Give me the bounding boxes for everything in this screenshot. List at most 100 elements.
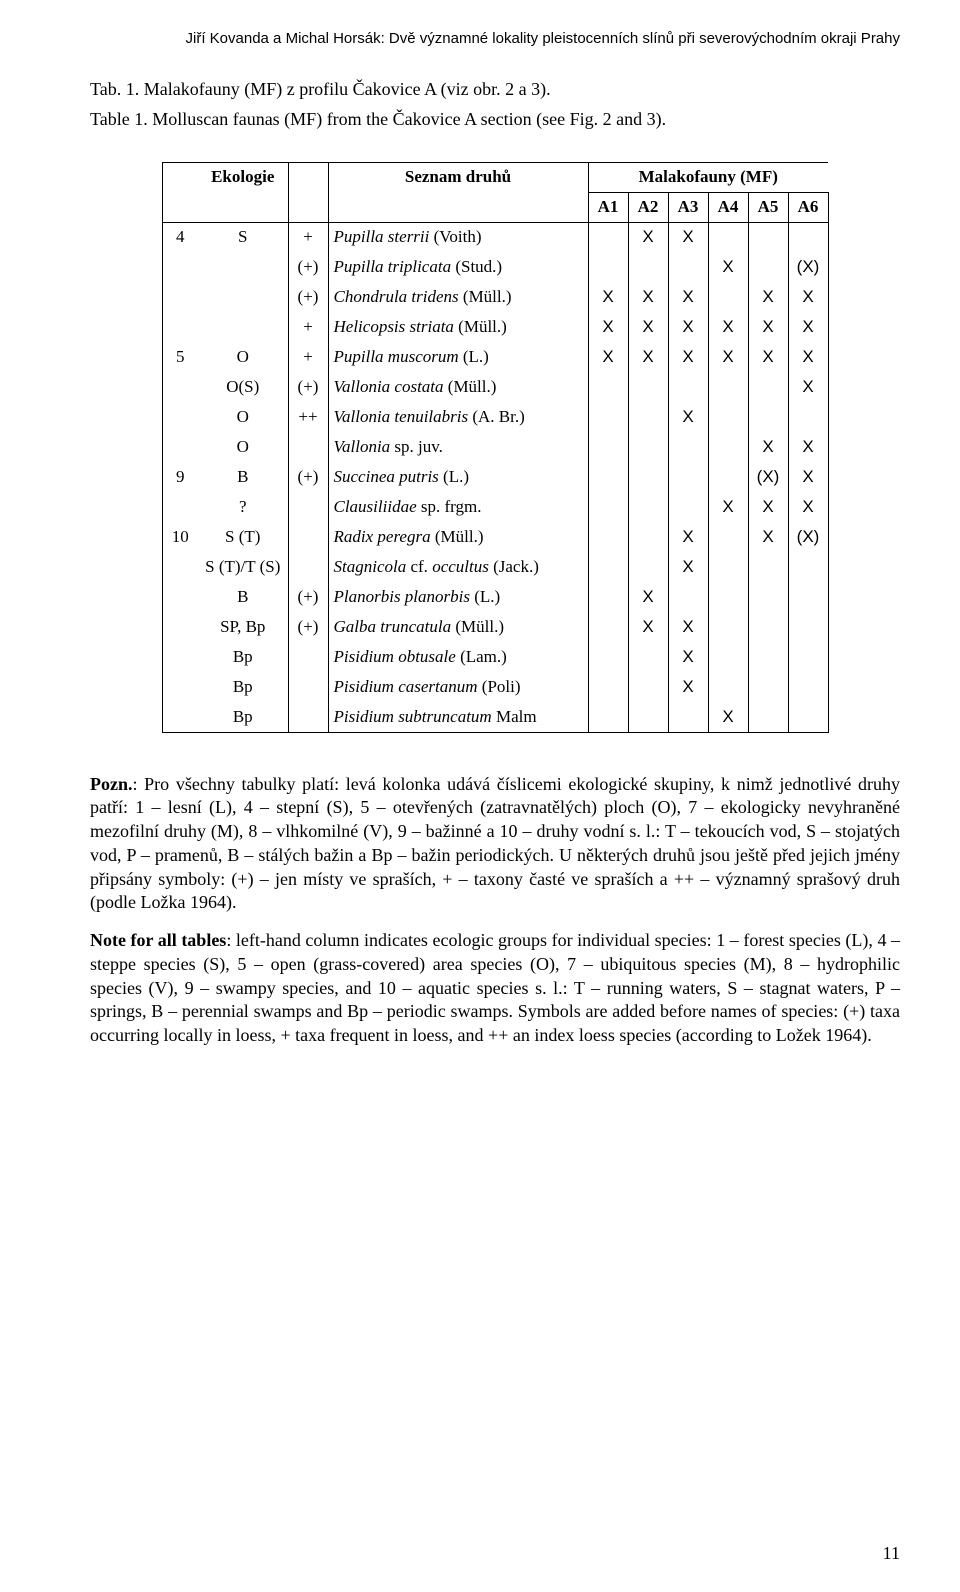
table-header-row: Ekologie Seznam druhů Malakofauny (MF): [162, 162, 828, 192]
hdr-blank: [288, 162, 328, 192]
mf-cell: [668, 492, 708, 522]
eco-code: B: [198, 582, 288, 612]
freq-symbol: [288, 672, 328, 702]
eco-code: O: [198, 432, 288, 462]
mf-cell: [708, 612, 748, 642]
mf-cell: X: [628, 282, 668, 312]
eco-code: Bp: [198, 642, 288, 672]
freq-symbol: +: [288, 342, 328, 372]
species-name: Stagnicola cf. occultus (Jack.): [328, 552, 588, 582]
species-name: Pisidium casertanum (Poli): [328, 672, 588, 702]
mf-cell: X: [628, 612, 668, 642]
freq-symbol: [288, 492, 328, 522]
mf-cell: [628, 432, 668, 462]
hdr-mf: Malakofauny (MF): [588, 162, 828, 192]
eco-group: [162, 672, 198, 702]
table-row: ?Clausiliidae sp. frgm.XXX: [162, 492, 828, 522]
mf-cell: [788, 402, 828, 432]
mf-cell: [788, 612, 828, 642]
freq-symbol: (+): [288, 282, 328, 312]
mf-cell: [588, 402, 628, 432]
mf-cell: X: [668, 282, 708, 312]
mf-cell: (X): [788, 252, 828, 282]
species-name: Chondrula tridens (Müll.): [328, 282, 588, 312]
eco-code: ?: [198, 492, 288, 522]
eco-group: [162, 432, 198, 462]
mf-cell: X: [748, 432, 788, 462]
note-label: Note for all tables: [90, 930, 226, 950]
page: Jiří Kovanda a Michal Horsák: Dvě význam…: [0, 0, 960, 1592]
mf-cell: [628, 642, 668, 672]
species-name: Helicopsis striata (Müll.): [328, 312, 588, 342]
mf-cell: X: [788, 312, 828, 342]
mf-cell: [708, 432, 748, 462]
eco-group: [162, 492, 198, 522]
eco-group: [162, 282, 198, 312]
mf-cell: X: [668, 522, 708, 552]
table-row: 10S (T)Radix peregra (Müll.)XX(X): [162, 522, 828, 552]
freq-symbol: [288, 552, 328, 582]
mf-cell: [748, 612, 788, 642]
col-a6: A6: [788, 192, 828, 222]
mf-cell: X: [788, 372, 828, 402]
eco-group: 5: [162, 342, 198, 372]
mf-cell: [588, 642, 628, 672]
freq-symbol: +: [288, 312, 328, 342]
eco-code: S (T): [198, 522, 288, 552]
table-row: 5O+Pupilla muscorum (L.)XXXXXX: [162, 342, 828, 372]
col-a1: A1: [588, 192, 628, 222]
freq-symbol: (+): [288, 252, 328, 282]
caption-en: Table 1. Molluscan faunas (MF) from the …: [90, 107, 900, 131]
mf-cell: [788, 702, 828, 732]
mf-cell: X: [588, 342, 628, 372]
table-subheader-row: A1 A2 A3 A4 A5 A6: [162, 192, 828, 222]
eco-group: [162, 552, 198, 582]
mf-cell: X: [588, 312, 628, 342]
species-name: Planorbis planorbis (L.): [328, 582, 588, 612]
mf-cell: [628, 372, 668, 402]
mf-cell: [668, 582, 708, 612]
eco-group: [162, 252, 198, 282]
species-name: Galba truncatula (Müll.): [328, 612, 588, 642]
eco-group: 9: [162, 462, 198, 492]
mf-cell: X: [708, 492, 748, 522]
eco-code: O(S): [198, 372, 288, 402]
table-row: O(S)(+)Vallonia costata (Müll.)X: [162, 372, 828, 402]
mf-cell: [628, 672, 668, 702]
mf-cell: X: [628, 312, 668, 342]
species-name: Pupilla triplicata (Stud.): [328, 252, 588, 282]
mf-cell: X: [748, 312, 788, 342]
freq-symbol: (+): [288, 462, 328, 492]
mf-cell: X: [628, 222, 668, 252]
mf-cell: [748, 372, 788, 402]
eco-code: O: [198, 402, 288, 432]
species-name: Vallonia tenuilabris (A. Br.): [328, 402, 588, 432]
mf-cell: [588, 492, 628, 522]
col-a5: A5: [748, 192, 788, 222]
mf-cell: [668, 462, 708, 492]
pozn-label: Pozn.: [90, 774, 133, 794]
mf-cell: X: [748, 342, 788, 372]
mf-cell: X: [708, 342, 748, 372]
mf-cell: X: [668, 222, 708, 252]
table-row: 9B(+)Succinea putris (L.)(X)X: [162, 462, 828, 492]
eco-group: 4: [162, 222, 198, 252]
col-a3: A3: [668, 192, 708, 222]
mf-cell: [628, 402, 668, 432]
mf-cell: [668, 702, 708, 732]
table-row: 4S+Pupilla sterrii (Voith)XX: [162, 222, 828, 252]
mf-cell: (X): [788, 522, 828, 552]
mf-cell: [748, 672, 788, 702]
eco-code: [198, 282, 288, 312]
mf-cell: [708, 402, 748, 432]
mf-cell: [748, 222, 788, 252]
mf-cell: [628, 462, 668, 492]
eco-code: S: [198, 222, 288, 252]
mf-cell: [588, 612, 628, 642]
mf-cell: [788, 222, 828, 252]
footnote-en: Note for all tables: left-hand column in…: [90, 929, 900, 1048]
species-name: Clausiliidae sp. frgm.: [328, 492, 588, 522]
mf-cell: [668, 252, 708, 282]
eco-group: [162, 702, 198, 732]
species-name: Pisidium obtusale (Lam.): [328, 642, 588, 672]
